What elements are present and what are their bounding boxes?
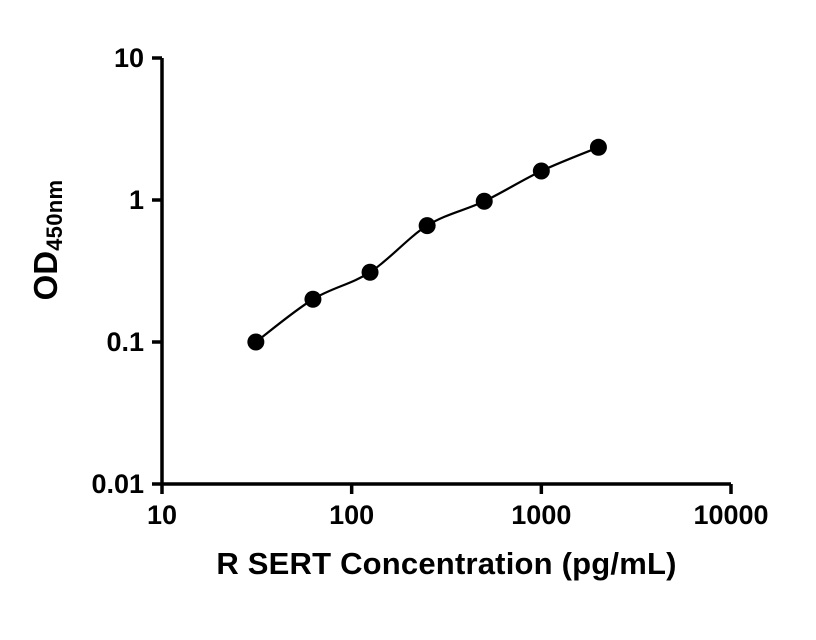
y-axis-title-subscript: 450nm xyxy=(42,179,67,251)
x-tick-label: 10 xyxy=(147,500,177,530)
y-axis-title: OD450nm xyxy=(27,179,67,301)
y-tick-label: 0.01 xyxy=(91,469,144,499)
data-point-marker xyxy=(589,138,607,156)
y-tick-label: 10 xyxy=(114,43,144,73)
data-point-marker xyxy=(475,192,493,210)
x-axis-title: R SERT Concentration (pg/mL) xyxy=(216,546,677,581)
data-point-marker xyxy=(247,333,265,351)
x-tick-label: 100 xyxy=(329,500,374,530)
x-tick-label: 1000 xyxy=(511,500,571,530)
axes xyxy=(160,58,731,486)
data-point-marker xyxy=(418,217,436,235)
y-tick-label: 1 xyxy=(129,185,144,215)
y-tick-label: 0.1 xyxy=(106,327,144,357)
y-axis-title-main: OD xyxy=(27,250,64,301)
data-point-marker xyxy=(304,290,322,308)
data-point-marker xyxy=(532,162,550,180)
data-point-marker xyxy=(361,263,379,281)
x-tick-label: 10000 xyxy=(693,500,768,530)
